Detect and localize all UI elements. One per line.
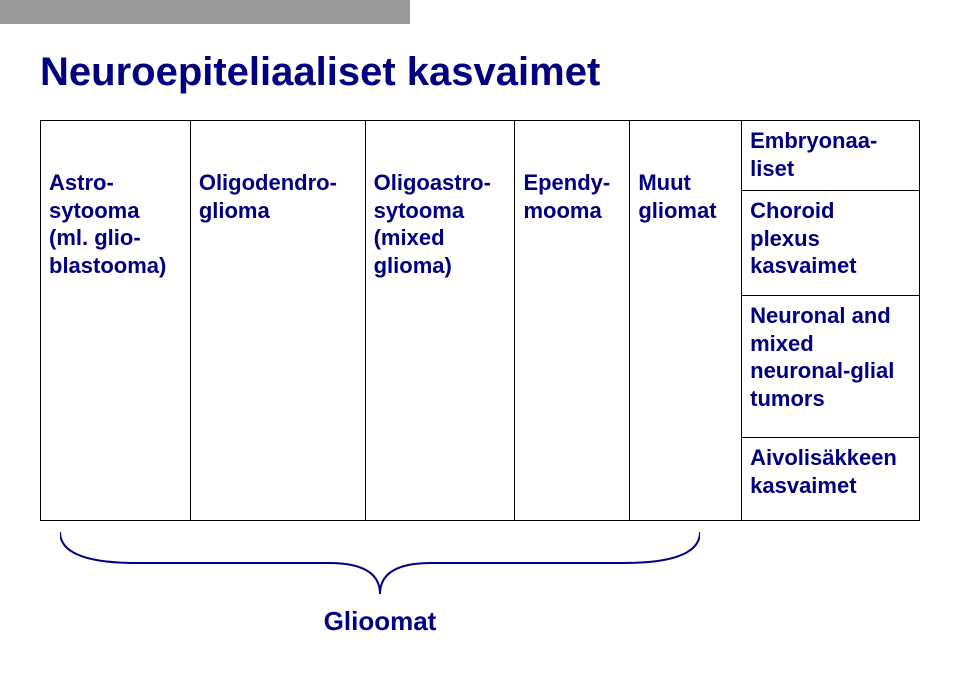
cell-label: Choroid plexus kasvaimet bbox=[750, 197, 911, 280]
cell-choroid-plexus: Choroid plexus kasvaimet bbox=[742, 191, 920, 296]
cell-muut-glioma: Muut gliomat bbox=[630, 121, 742, 521]
cell-astrosytooma: Astro- sytooma (ml. glio- blastooma) bbox=[41, 121, 191, 521]
curly-brace bbox=[60, 528, 700, 598]
cell-oligodendroglioma: Oligodendro- glioma bbox=[190, 121, 365, 521]
brace-label: Glioomat bbox=[280, 606, 480, 637]
cell-label: Ependy- mooma bbox=[523, 169, 621, 224]
cell-embryonaaliset: Embryonaa- liset bbox=[742, 121, 920, 191]
slide: Neuroepiteliaaliset kasvaimet Astro- syt… bbox=[0, 0, 960, 686]
cell-label: Astro- sytooma (ml. glio- blastooma) bbox=[49, 169, 182, 279]
cell-label: Oligodendro- glioma bbox=[199, 169, 357, 224]
cell-label: Oligoastro- sytooma (mixed glioma) bbox=[374, 169, 507, 279]
cell-oligoastrosytooma: Oligoastro- sytooma (mixed glioma) bbox=[365, 121, 515, 521]
cell-label: Embryonaa- liset bbox=[750, 127, 911, 182]
cell-label: Neuronal and mixed neuronal-glial tumors bbox=[750, 302, 911, 412]
classification-table: Astro- sytooma (ml. glio- blastooma) Oli… bbox=[40, 120, 920, 521]
slide-title: Neuroepiteliaaliset kasvaimet bbox=[40, 50, 600, 95]
brace-icon bbox=[60, 528, 700, 598]
cell-neuronal-mixed: Neuronal and mixed neuronal-glial tumors bbox=[742, 296, 920, 438]
top-accent-bar bbox=[0, 0, 410, 24]
cell-label: Aivolisäkkeen kasvaimet bbox=[750, 444, 911, 499]
table-row: Astro- sytooma (ml. glio- blastooma) Oli… bbox=[41, 121, 920, 191]
cell-ependymooma: Ependy- mooma bbox=[515, 121, 630, 521]
cell-aivolisakkeen: Aivolisäkkeen kasvaimet bbox=[742, 438, 920, 521]
cell-label: Muut gliomat bbox=[638, 169, 733, 224]
